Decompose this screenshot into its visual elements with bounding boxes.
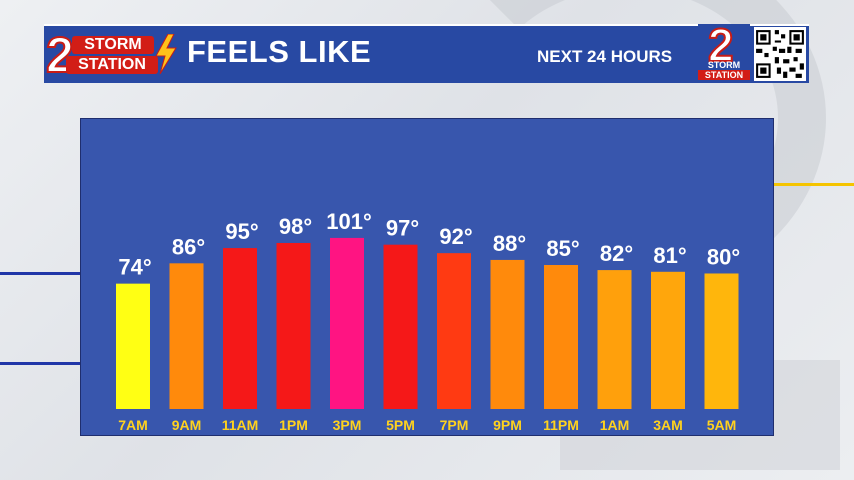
storm-station-logo-small: 2 STORM STATION: [698, 18, 750, 82]
x-tick-label-3am: 3AM: [653, 417, 683, 433]
logo-number-small: 2: [707, 18, 735, 72]
data-label-1am: 82°: [600, 241, 633, 266]
x-tick-label-7pm: 7PM: [440, 417, 469, 433]
page-subtitle: NEXT 24 HOURS: [537, 47, 673, 66]
qr-code-icon[interactable]: [754, 27, 806, 81]
storm-station-logo: 2 STORM STATION: [45, 29, 180, 81]
x-tick-label-11am: 11AM: [222, 417, 259, 433]
bar-11pm: [544, 265, 578, 409]
data-label-5pm: 97°: [386, 216, 419, 241]
lightning-bolt-icon: [155, 34, 177, 74]
x-tick-label-7am: 7AM: [118, 417, 148, 433]
data-label-11am: 95°: [225, 219, 258, 244]
x-tick-label-9pm: 9PM: [493, 417, 522, 433]
logo-station-text: STATION: [66, 56, 158, 74]
feels-like-chart: 74° 7AM 86° 9AM 95° 11AM 98° 1PM 101° 3PM 97° 5PM 92…: [80, 118, 774, 436]
bar-9am: [169, 263, 204, 409]
bar-3pm: [330, 237, 364, 409]
chart-canvas: 74° 7AM 86° 9AM 95° 11AM 98° 1PM 101° 3PM 97° 5PM 92…: [116, 209, 740, 433]
bar-7am: [116, 283, 150, 409]
data-label-11pm: 85°: [546, 236, 579, 261]
bar-5am: [704, 273, 739, 409]
decorative-line-yellow: [768, 183, 854, 186]
logo-storm-text-small: STORM: [707, 60, 741, 70]
logo-storm-text: STORM: [72, 36, 154, 54]
x-tick-label-9am: 9AM: [172, 417, 202, 433]
bar-5pm: [383, 244, 418, 409]
x-tick-label-11pm: 11PM: [543, 417, 579, 433]
bar-3am: [651, 271, 685, 409]
data-label-1pm: 98°: [279, 214, 312, 239]
x-tick-label-5am: 5AM: [707, 417, 737, 433]
x-tick-label-3pm: 3PM: [333, 417, 362, 433]
page-title: FEELS LIKE: [187, 34, 372, 69]
data-label-9am: 86°: [172, 234, 205, 259]
bar-1pm: [276, 242, 311, 409]
data-label-7am: 74°: [118, 255, 151, 280]
data-label-5am: 80°: [707, 244, 740, 269]
x-tick-label-1pm: 1PM: [279, 417, 308, 433]
bar-9pm: [490, 259, 525, 409]
bar-1am: [597, 270, 632, 409]
decorative-line-blue: [0, 272, 90, 275]
x-tick-label-1am: 1AM: [600, 417, 630, 433]
data-label-7pm: 92°: [439, 224, 472, 249]
bar-7pm: [437, 253, 471, 409]
x-tick-label-5pm: 5PM: [386, 417, 415, 433]
data-label-3pm: 101°: [326, 209, 372, 234]
bar-11am: [223, 248, 257, 409]
data-label-3am: 81°: [653, 243, 686, 268]
logo-station-text-small: STATION: [698, 70, 750, 80]
header-bar: 2 STORM STATION FEELS LIKE NEXT 24 HOURS…: [44, 18, 809, 83]
data-label-9pm: 88°: [493, 231, 526, 256]
decorative-line-blue: [0, 362, 90, 365]
